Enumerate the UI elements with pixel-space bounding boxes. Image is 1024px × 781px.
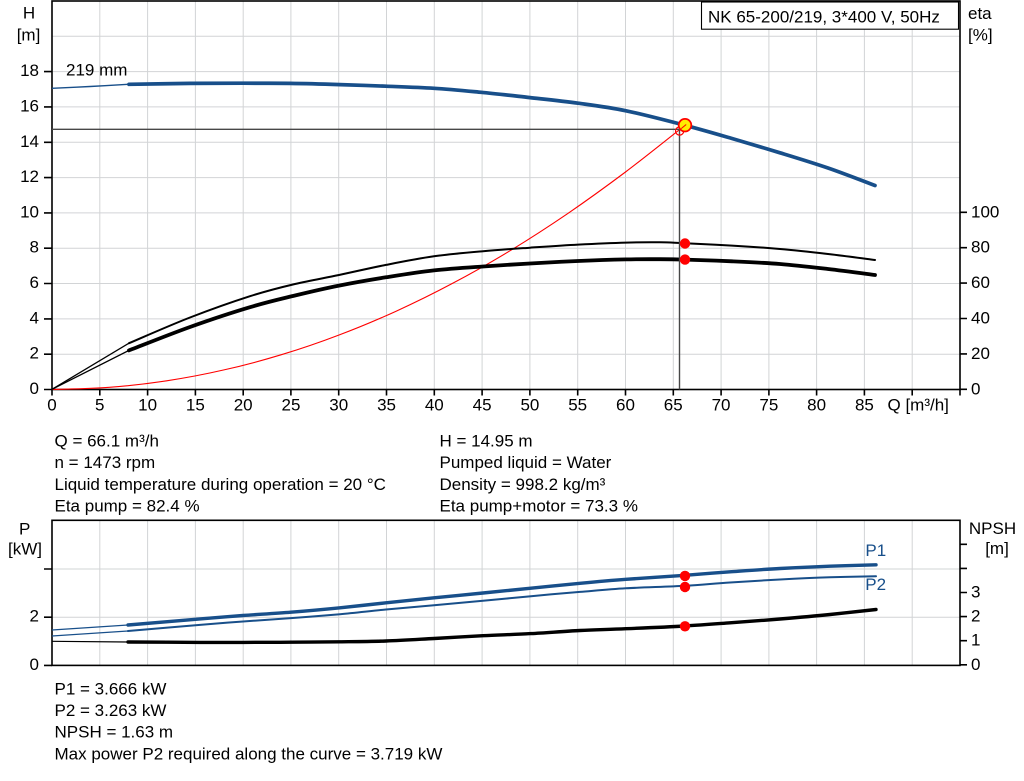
svg-text:15: 15 <box>186 396 205 415</box>
svg-text:80: 80 <box>807 396 826 415</box>
svg-text:6: 6 <box>30 273 39 292</box>
svg-text:20: 20 <box>971 344 990 363</box>
svg-text:0: 0 <box>30 655 39 674</box>
svg-text:2: 2 <box>971 607 980 626</box>
svg-text:Pumped liquid = Water: Pumped liquid = Water <box>440 453 612 472</box>
svg-text:85: 85 <box>855 396 874 415</box>
svg-text:14: 14 <box>20 132 39 151</box>
svg-text:Eta pump+motor = 73.3 %: Eta pump+motor = 73.3 % <box>440 497 638 516</box>
svg-text:40: 40 <box>425 396 444 415</box>
svg-text:10: 10 <box>20 202 39 221</box>
svg-text:n = 1473 rpm: n = 1473 rpm <box>55 453 156 472</box>
svg-text:80: 80 <box>971 238 990 257</box>
svg-text:12: 12 <box>20 167 39 186</box>
svg-text:30: 30 <box>329 396 348 415</box>
svg-text:40: 40 <box>971 309 990 328</box>
svg-text:50: 50 <box>520 396 539 415</box>
svg-text:NPSH = 1.63 m: NPSH = 1.63 m <box>55 723 174 742</box>
svg-text:H: H <box>23 4 35 23</box>
svg-text:219 mm: 219 mm <box>66 61 127 80</box>
svg-text:75: 75 <box>759 396 778 415</box>
svg-text:45: 45 <box>473 396 492 415</box>
svg-text:2: 2 <box>30 344 39 363</box>
svg-text:NPSH: NPSH <box>969 519 1016 538</box>
svg-text:60: 60 <box>971 273 990 292</box>
svg-text:5: 5 <box>95 396 104 415</box>
svg-text:25: 25 <box>281 396 300 415</box>
svg-text:0: 0 <box>971 379 980 398</box>
svg-text:Max power P2 required along th: Max power P2 required along the curve = … <box>55 744 443 763</box>
svg-text:eta: eta <box>968 4 992 23</box>
svg-text:P2: P2 <box>865 575 886 594</box>
svg-text:10: 10 <box>138 396 157 415</box>
svg-text:Q = 66.1 m³/h: Q = 66.1 m³/h <box>55 431 159 450</box>
svg-text:[kW]: [kW] <box>8 539 42 558</box>
svg-text:65: 65 <box>664 396 683 415</box>
svg-text:100: 100 <box>971 202 999 221</box>
svg-text:3: 3 <box>971 583 980 602</box>
svg-text:16: 16 <box>20 96 39 115</box>
svg-text:P: P <box>19 520 30 539</box>
svg-text:Eta pump = 82.4 %: Eta pump = 82.4 % <box>55 497 200 516</box>
svg-text:35: 35 <box>377 396 396 415</box>
svg-text:[m]: [m] <box>985 539 1009 558</box>
svg-text:8: 8 <box>30 238 39 257</box>
svg-text:1: 1 <box>971 631 980 650</box>
svg-text:60: 60 <box>616 396 635 415</box>
svg-text:NK 65-200/219, 3*400 V, 50Hz: NK 65-200/219, 3*400 V, 50Hz <box>708 7 940 26</box>
svg-text:0: 0 <box>30 379 39 398</box>
svg-text:P1: P1 <box>865 541 886 560</box>
svg-text:P1 = 3.666 kW: P1 = 3.666 kW <box>55 679 167 698</box>
svg-text:4: 4 <box>30 308 39 327</box>
svg-text:0: 0 <box>47 396 56 415</box>
svg-text:[m]: [m] <box>17 26 41 45</box>
svg-text:70: 70 <box>712 396 731 415</box>
svg-text:0: 0 <box>971 655 980 674</box>
svg-text:20: 20 <box>234 396 253 415</box>
svg-text:H = 14.95 m: H = 14.95 m <box>440 431 533 450</box>
svg-text:[%]: [%] <box>968 26 993 45</box>
svg-text:2: 2 <box>30 607 39 626</box>
svg-text:Q [m³/h]: Q [m³/h] <box>888 396 949 415</box>
svg-text:18: 18 <box>20 61 39 80</box>
svg-text:Liquid temperature during oper: Liquid temperature during operation = 20… <box>55 475 386 494</box>
svg-text:55: 55 <box>568 396 587 415</box>
svg-text:Density = 998.2 kg/m³: Density = 998.2 kg/m³ <box>440 475 606 494</box>
svg-text:P2 = 3.263 kW: P2 = 3.263 kW <box>55 701 167 720</box>
